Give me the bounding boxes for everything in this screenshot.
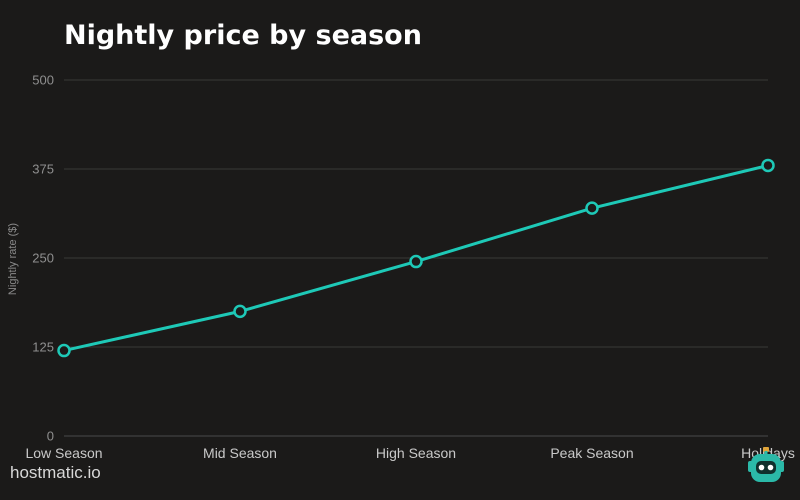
chart-title: Nightly price by season bbox=[64, 20, 422, 51]
y-axis-label: Nightly rate ($) bbox=[7, 223, 19, 295]
x-tick-label: High Season bbox=[376, 445, 456, 461]
y-tick-label: 0 bbox=[47, 429, 54, 444]
x-tick-label: Mid Season bbox=[203, 445, 277, 461]
data-point[interactable] bbox=[761, 158, 775, 173]
series bbox=[57, 158, 775, 358]
y-tick-label: 250 bbox=[32, 251, 54, 266]
x-tick-label: Low Season bbox=[25, 445, 102, 461]
y-axis-ticks: 0 125 250 375 500 bbox=[32, 73, 54, 444]
data-point[interactable] bbox=[57, 343, 71, 358]
data-point[interactable] bbox=[233, 304, 247, 319]
brand-name: hostmatic.io bbox=[10, 463, 101, 482]
robot-icon bbox=[748, 447, 784, 482]
y-tick-label: 375 bbox=[32, 162, 54, 177]
x-tick-label: Peak Season bbox=[550, 445, 633, 461]
x-axis-ticks: Low Season Mid Season High Season Peak Seas… bbox=[25, 445, 794, 461]
y-tick-label: 125 bbox=[32, 340, 54, 355]
y-tick-label: 500 bbox=[32, 73, 54, 88]
data-point[interactable] bbox=[409, 254, 423, 269]
data-point[interactable] bbox=[585, 201, 599, 215]
